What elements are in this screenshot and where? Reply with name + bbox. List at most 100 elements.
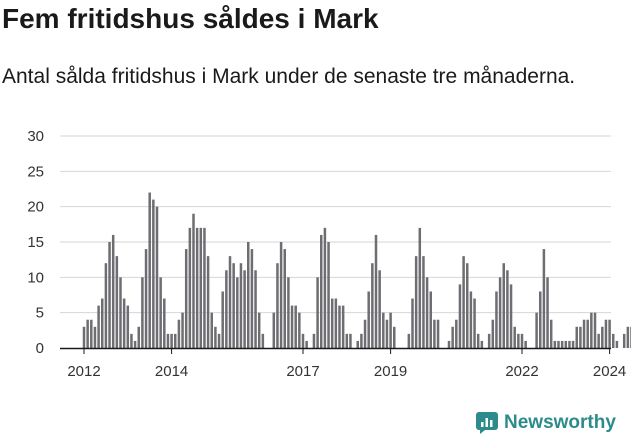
bar [506,270,509,348]
bar [568,340,571,348]
bar [378,270,381,348]
bar [126,305,130,348]
bar [418,227,422,348]
bar [214,326,217,348]
bar [108,242,111,348]
bar [276,263,279,348]
bar [553,340,557,348]
bar [137,326,140,348]
bar [330,298,334,348]
bar [144,249,148,348]
bar [447,340,451,348]
bar [487,333,491,348]
bar [473,298,476,348]
bar [564,340,568,348]
bar [86,319,89,348]
bar [590,312,593,348]
bar [141,277,144,348]
bar [469,291,473,348]
bar [393,326,396,348]
newsworthy-logo-icon [476,412,498,434]
bar [236,277,239,348]
bar [323,227,327,348]
bar [433,319,436,348]
bar [247,242,250,348]
bar [371,263,374,348]
bar [122,298,126,348]
bar [225,270,228,348]
y-tick-label: 5 [36,305,44,322]
bar [509,284,513,348]
bar [491,319,495,348]
bar [130,333,133,348]
bar [155,206,159,348]
bar [97,305,100,348]
bar [513,326,516,348]
bar [535,312,538,348]
bar [133,340,137,348]
bar [163,298,166,348]
bar [115,256,119,348]
y-tick-label: 10 [27,269,44,286]
bar [279,242,283,348]
bar [327,242,330,348]
bar [356,340,359,348]
bar [517,333,520,348]
bar [217,333,221,348]
bar [305,340,308,348]
bar [425,277,429,348]
bar [174,333,177,348]
bar [455,319,458,348]
y-tick-label: 25 [27,163,44,180]
bar [436,319,440,348]
bar [188,227,192,348]
bar [159,277,162,348]
bar [546,277,549,348]
bar [301,333,305,348]
bar [261,333,265,348]
bar [239,263,243,348]
bar [560,340,564,348]
bar [320,234,323,348]
bar [524,340,527,348]
brand-name: Newsworthy [504,412,616,433]
bar [466,263,469,348]
y-tick-label: 15 [27,234,44,251]
bar [184,249,188,348]
bar [170,333,173,348]
bar [422,256,425,348]
newsworthy-logo[interactable]: Newsworthy [476,408,616,438]
bar [363,319,367,348]
y-tick-label: 0 [36,340,44,357]
bar [626,326,630,348]
bar [283,249,286,348]
bar [586,319,589,348]
bar [382,312,385,348]
bar [177,319,181,348]
x-tick-label: 2024 [593,363,626,380]
bar [334,298,338,348]
bar [374,234,378,348]
bar [206,256,210,348]
bar [608,319,611,348]
bar [579,326,582,348]
bar [195,227,199,348]
bar [345,333,349,348]
bar [316,277,319,348]
bar [495,291,498,348]
bar [414,256,418,348]
bar [597,333,600,348]
bar [152,199,155,348]
bar [582,319,586,348]
bar [389,312,392,348]
bar [312,333,316,348]
bar [480,340,484,348]
bar [542,249,546,348]
bar [148,192,151,348]
x-tick-label: 2022 [505,363,538,380]
bar-chart: 0510152025302012201420172019202220245 [27,128,631,380]
chart-subtitle: Antal sålda fritidshus i Mark under de s… [2,65,576,88]
bar [458,284,462,348]
bar [604,319,608,348]
x-tick-label: 2019 [374,363,407,380]
